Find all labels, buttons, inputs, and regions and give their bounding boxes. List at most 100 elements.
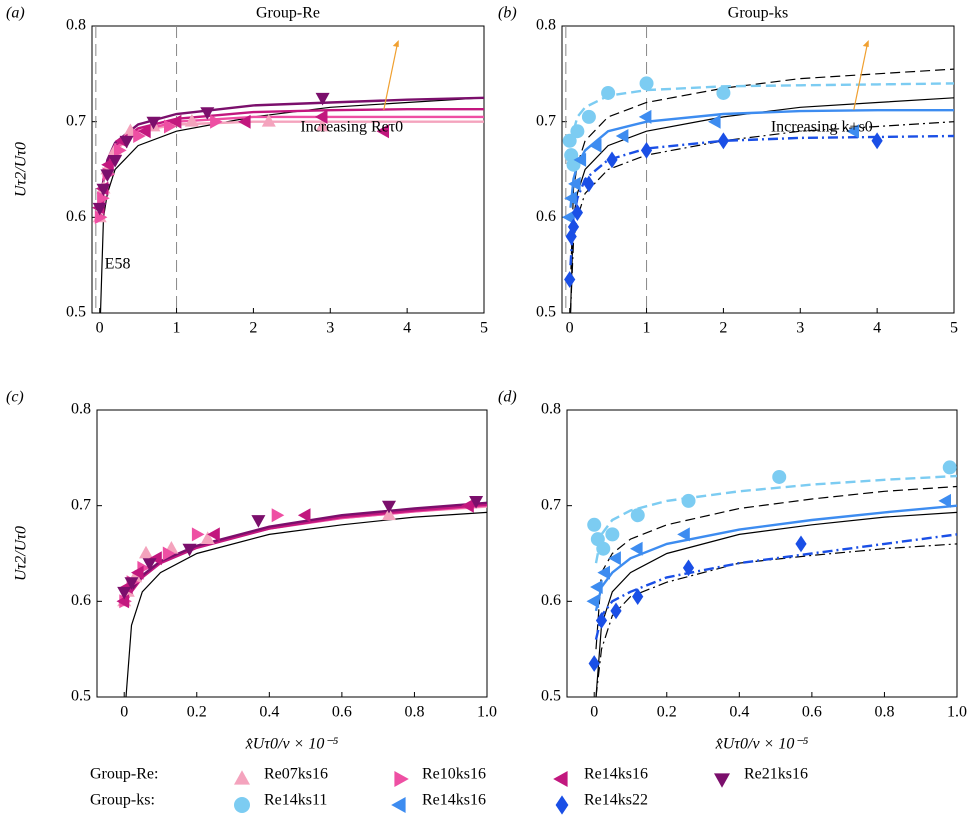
x-tick-label: 2 bbox=[249, 320, 257, 337]
x-tick-label: 0.6 bbox=[332, 704, 352, 721]
data-point bbox=[570, 124, 585, 139]
data-point bbox=[682, 559, 695, 577]
data-point bbox=[639, 76, 654, 91]
arrow-head bbox=[862, 40, 869, 47]
y-tick-label: 0.8 bbox=[71, 401, 91, 418]
data-point bbox=[716, 85, 731, 100]
data-point bbox=[708, 114, 721, 129]
fit-curve bbox=[99, 120, 484, 208]
data-point bbox=[261, 114, 276, 127]
data-point bbox=[97, 191, 110, 206]
x-tick-label: 0.4 bbox=[259, 704, 279, 721]
data-point bbox=[461, 498, 474, 513]
x-tick-label: 0.8 bbox=[404, 704, 424, 721]
data-point bbox=[314, 109, 328, 124]
data-point bbox=[581, 109, 596, 124]
y-tick-label: 0.7 bbox=[71, 496, 91, 513]
x-tick-label: 0 bbox=[566, 320, 574, 337]
fit-curve bbox=[569, 109, 954, 208]
fit-curve bbox=[99, 108, 484, 208]
data-point bbox=[567, 218, 580, 236]
data-point bbox=[200, 531, 215, 544]
fit-curve bbox=[125, 511, 487, 697]
arrow-head bbox=[392, 40, 399, 47]
fit-curve bbox=[594, 504, 957, 612]
x-tick-label: 1 bbox=[643, 320, 651, 337]
data-point bbox=[133, 129, 146, 143]
data-point bbox=[871, 132, 883, 150]
y-tick-label: 0.8 bbox=[66, 17, 86, 34]
legend-marker bbox=[391, 797, 406, 813]
data-point bbox=[795, 535, 807, 553]
data-point bbox=[605, 527, 620, 542]
fit-curve bbox=[569, 82, 954, 161]
fit-curve bbox=[595, 511, 957, 697]
legend-marker bbox=[553, 771, 568, 787]
data-point bbox=[564, 271, 576, 288]
legend-marker bbox=[234, 797, 250, 813]
data-point bbox=[139, 545, 153, 559]
fit-curve bbox=[569, 134, 954, 266]
data-point bbox=[210, 114, 223, 129]
x-tick-label: 1.0 bbox=[947, 704, 967, 721]
y-tick-label: 0.6 bbox=[536, 208, 556, 225]
data-point bbox=[564, 191, 577, 206]
data-point bbox=[92, 202, 107, 216]
fit-curve bbox=[595, 543, 957, 697]
data-point bbox=[586, 594, 600, 609]
data-point bbox=[108, 155, 123, 168]
data-point bbox=[168, 114, 182, 129]
legend-label: Re14ks16 bbox=[584, 766, 648, 783]
data-point bbox=[382, 500, 396, 514]
annotation-arrow bbox=[853, 41, 869, 111]
legend-marker bbox=[555, 795, 569, 815]
panel-title: Group-Re bbox=[256, 5, 320, 22]
data-point bbox=[382, 507, 396, 521]
data-point bbox=[297, 508, 311, 523]
data-point bbox=[573, 152, 587, 167]
legend-label: Re21ks16 bbox=[744, 766, 808, 783]
x-tick-label: 0.2 bbox=[657, 704, 677, 721]
x-tick-label: 0 bbox=[96, 320, 104, 337]
fit-curve bbox=[99, 96, 484, 208]
data-point bbox=[610, 602, 622, 620]
data-point bbox=[117, 586, 132, 600]
data-point bbox=[596, 541, 611, 556]
x-tick-label: 0 bbox=[590, 704, 598, 721]
y-tick-label: 0.7 bbox=[541, 496, 561, 513]
y-tick-label: 0.5 bbox=[541, 688, 561, 705]
data-point bbox=[606, 151, 618, 169]
annotation: Increasing k+s0 bbox=[771, 119, 873, 136]
x-tick-label: 0.6 bbox=[802, 704, 822, 721]
data-point bbox=[681, 493, 696, 508]
data-point bbox=[124, 577, 139, 590]
x-tick-label: 4 bbox=[403, 320, 411, 337]
data-point bbox=[100, 169, 115, 182]
legend-marker bbox=[234, 770, 250, 785]
legend-marker bbox=[714, 773, 730, 788]
y-tick-label: 0.5 bbox=[536, 304, 556, 321]
plot-frame bbox=[561, 25, 955, 314]
legend-label: Re07ks16 bbox=[264, 766, 328, 783]
x-tick-label: 5 bbox=[950, 320, 958, 337]
legend-label: Re14ks16 bbox=[422, 792, 486, 809]
x-tick-label: 5 bbox=[480, 320, 488, 337]
panel-title: Group-ks bbox=[728, 5, 788, 22]
data-point bbox=[595, 612, 608, 629]
data-point bbox=[590, 580, 603, 594]
data-point bbox=[630, 508, 645, 523]
x-tick-label: 0.8 bbox=[874, 704, 894, 721]
x-tick-label: 1.0 bbox=[477, 704, 497, 721]
data-point bbox=[114, 143, 127, 158]
data-point bbox=[597, 565, 610, 580]
annotation: Increasing Reτ0 bbox=[300, 119, 403, 136]
data-point bbox=[315, 118, 330, 132]
x-tick-label: 0.4 bbox=[729, 704, 749, 721]
data-point bbox=[568, 176, 581, 191]
data-point bbox=[562, 210, 575, 225]
data-point bbox=[94, 210, 108, 225]
data-point bbox=[571, 204, 583, 221]
legend-marker bbox=[394, 771, 409, 787]
x-tick-label: 1 bbox=[173, 320, 181, 337]
y-tick-label: 0.6 bbox=[541, 592, 561, 609]
